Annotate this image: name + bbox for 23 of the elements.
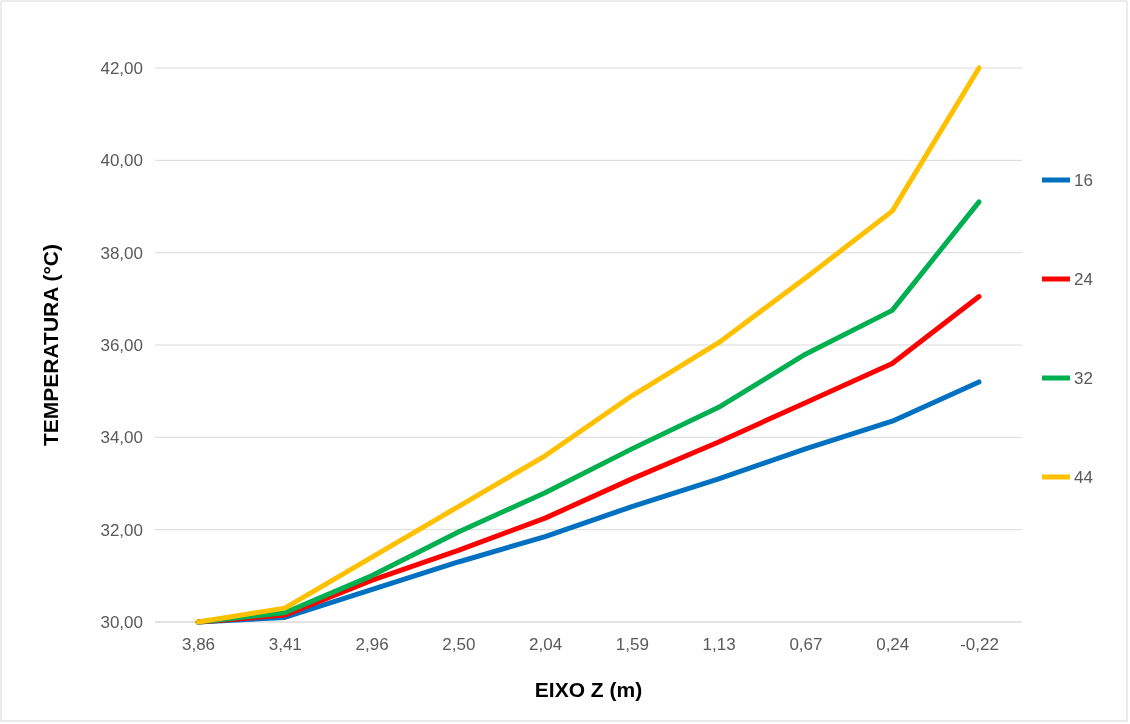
x-tick-label: 1,59	[615, 635, 649, 655]
y-tick-label: 42,00	[100, 58, 143, 78]
y-tick-label: 32,00	[100, 520, 143, 540]
x-tick-label: -0,22	[960, 635, 999, 655]
legend-label: 16	[1074, 171, 1093, 190]
x-tick-label: 2,96	[355, 635, 389, 655]
y-tick-label: 34,00	[100, 428, 143, 448]
y-tick-label: 40,00	[100, 151, 143, 171]
y-tick-label: 36,00	[100, 335, 143, 355]
legend-label: 32	[1074, 369, 1093, 388]
y-axis-title: TEMPERATURA (°C)	[39, 243, 62, 447]
x-tick-label: 2,04	[529, 635, 563, 655]
x-tick-label: 0,24	[876, 635, 910, 655]
x-tick-label: 0,67	[789, 635, 823, 655]
x-tick-label: 1,13	[702, 635, 736, 655]
x-tick-label: 3,41	[268, 635, 302, 655]
x-tick-label: 2,50	[442, 635, 476, 655]
x-tick-label: 3,86	[181, 635, 216, 655]
x-axis-title: EIXO Z (m)	[534, 678, 643, 701]
legend-label: 24	[1074, 270, 1093, 289]
legend-label: 44	[1074, 468, 1093, 487]
y-tick-label: 38,00	[100, 243, 143, 263]
y-tick-label: 30,00	[100, 612, 143, 632]
